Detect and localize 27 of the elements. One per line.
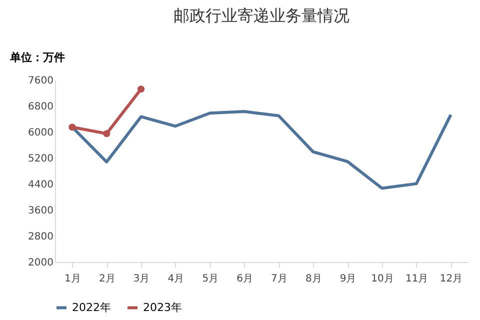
x-tick-label: 8月	[305, 274, 322, 284]
y-axis-title: 单位：万件	[9, 51, 65, 64]
y-tick-label: 4400	[28, 180, 54, 190]
x-tick-label: 4月	[168, 274, 184, 284]
y-tick-label: 6800	[28, 102, 54, 112]
legend-label: 2023年	[143, 300, 182, 314]
x-tick-label: 10月	[371, 274, 394, 284]
y-tick-label: 6000	[28, 128, 54, 138]
y-tick-label: 2000	[28, 258, 54, 268]
chart-title: 邮政行业寄递业务量情况	[174, 6, 350, 25]
legend-label: 2022年	[72, 300, 111, 314]
point	[103, 130, 110, 138]
x-tick-label: 6月	[236, 274, 253, 284]
x-tick-label: 1月	[64, 274, 81, 284]
y-tick-label: 2800	[28, 232, 54, 242]
x-tick-label: 7月	[271, 274, 288, 284]
x-tick-label: 2月	[98, 274, 116, 284]
point	[138, 86, 145, 93]
x-tick-label: 11月	[406, 274, 428, 284]
x-tick-label: 12月	[440, 274, 463, 284]
y-tick-label: 3600	[28, 206, 54, 216]
x-tick-label: 3月	[133, 274, 150, 284]
point	[68, 124, 76, 131]
y-tick-label: 7600	[28, 76, 54, 86]
y-tick-label: 5200	[28, 154, 54, 164]
x-tick-label: 5月	[202, 274, 219, 284]
x-tick-label: 9月	[340, 274, 356, 284]
